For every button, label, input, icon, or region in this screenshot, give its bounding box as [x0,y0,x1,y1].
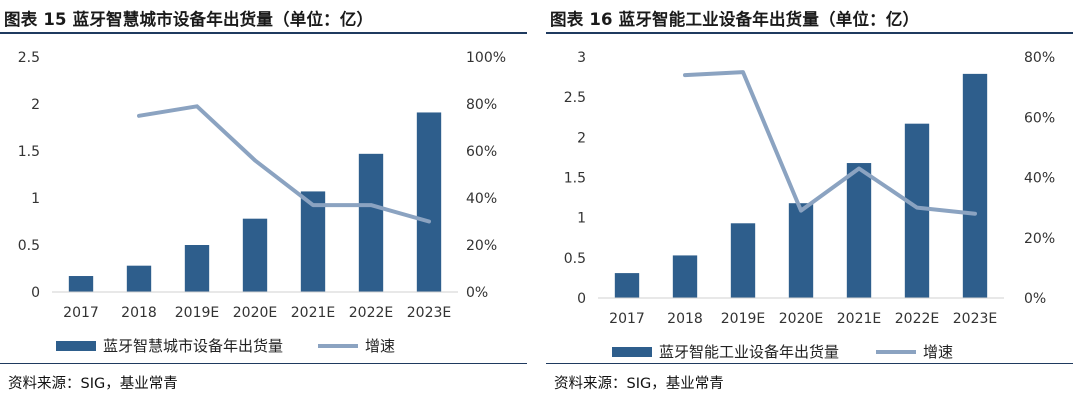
y2-tick-label: 0% [466,285,488,301]
y2-tick-label: 100% [466,50,506,66]
legend-bar-swatch [56,341,96,351]
x-tick-label: 2020E [779,311,823,327]
bar [962,73,988,298]
chart-panel-left: 图表 15 蓝牙智慧城市设备年出货量（单位：亿） 0 0.5 1 1.5 2 2.5 0% 2… [0,0,527,401]
x-tick-label: 2017 [609,311,645,327]
bar [846,163,872,298]
y-tick-label: 3 [577,50,586,66]
legend-line-label: 增速 [923,343,953,361]
x-tick-label: 2023E [953,311,997,327]
source-note: 资料来源：SIG，基业常青 [8,376,178,392]
legend-bar-swatch [612,347,652,357]
bar [68,276,94,292]
y2-tick-label: 40% [1024,171,1055,187]
y2-tick-label: 60% [1024,110,1055,126]
source-note: 资料来源：SIG，基业常青 [554,376,724,392]
bar [614,273,640,298]
bar [672,255,698,298]
y2-tick-label: 20% [1024,231,1055,247]
source-rule [0,363,527,364]
bar [416,112,442,293]
x-tick-label: 2019E [175,305,219,321]
bar [904,123,930,298]
x-tick-label: 2022E [895,311,939,327]
x-tick-label: 2023E [407,305,451,321]
bar [184,245,210,292]
y-tick-label: 1.5 [564,171,586,187]
y-tick-label: 0 [577,291,586,307]
y2-tick-label: 60% [466,144,497,160]
bar [730,223,756,298]
x-tick-label: 2017 [63,305,99,321]
x-tick-label: 2019E [721,311,765,327]
title-rule [546,32,1073,34]
y-tick-label: 0.5 [18,238,40,254]
x-tick-label: 2022E [349,305,393,321]
chart-area: 0 0.5 1 1.5 2 2.5 3 0% 20% 40% 60% 80% 2017 2018 2019E… [564,50,1055,361]
y-tick-label: 1 [31,191,40,207]
y2-tick-label: 0% [1024,291,1046,307]
legend-bar-label: 蓝牙智慧城市设备年出货量 [103,337,283,355]
bar [242,218,268,292]
x-tick-label: 2021E [837,311,881,327]
y2-tick-label: 80% [466,97,497,113]
title-rule [0,32,527,34]
bar [126,265,152,292]
growth-line [683,70,977,216]
y2-tick-label: 40% [466,191,497,207]
y-tick-label: 0 [31,285,40,301]
source-rule [546,363,1073,364]
x-tick-label: 2021E [291,305,335,321]
chart-title: 图表 15 蓝牙智慧城市设备年出货量（单位：亿） [4,10,374,29]
chart-title: 图表 16 蓝牙智能工业设备年出货量（单位：亿） [550,10,920,29]
y-tick-label: 1 [577,211,586,227]
bar [300,191,326,292]
x-tick-label: 2018 [667,311,703,327]
legend-bar-label: 蓝牙智能工业设备年出货量 [659,343,839,361]
y-tick-label: 1.5 [18,144,40,160]
y-tick-label: 0.5 [564,251,586,267]
y-tick-label: 2 [31,97,40,113]
y-tick-label: 2.5 [18,50,40,66]
y2-tick-label: 20% [466,238,497,254]
x-tick-label: 2020E [233,305,277,321]
chart-area: 0 0.5 1 1.5 2 2.5 0% 20% 40% 60% 80% 100% 2017 2018 20… [18,50,506,355]
bar [788,203,814,298]
y-tick-label: 2.5 [564,90,586,106]
legend-line-label: 增速 [365,337,395,355]
growth-line [137,104,431,224]
y2-tick-label: 80% [1024,50,1055,66]
x-tick-label: 2018 [121,305,157,321]
bar [358,153,384,292]
y-tick-label: 2 [577,130,586,146]
chart-panel-right: 图表 16 蓝牙智能工业设备年出货量（单位：亿） 0 0.5 1 1.5 2 2.5 3 0%… [546,0,1073,401]
